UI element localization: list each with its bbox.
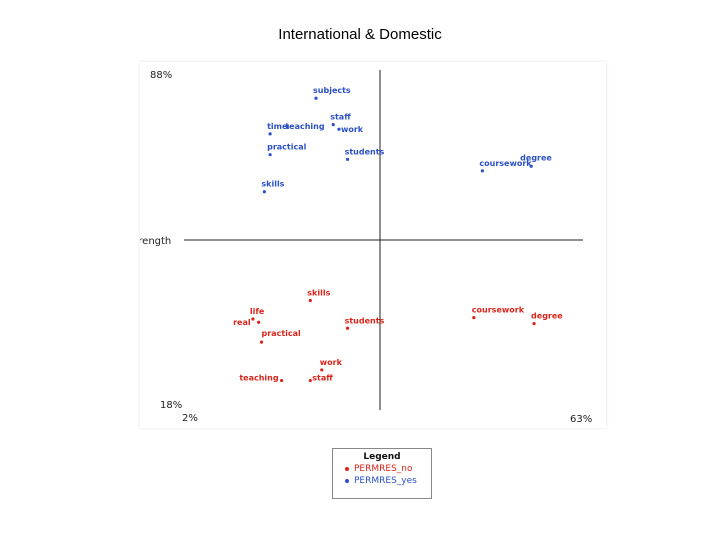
point-no-life (251, 317, 255, 321)
point-no-skills (308, 298, 312, 303)
legend-item-no: PERMRES_no (345, 464, 431, 474)
point-yes-coursework (480, 169, 485, 173)
x-tick-label-max: 63% (570, 414, 592, 425)
point-label-no-coursework: coursework (472, 306, 525, 315)
point-label-no-life: life (250, 307, 265, 316)
point-yes-subjects (314, 96, 318, 100)
point-no-work (320, 368, 324, 372)
legend-dot-yes (345, 478, 349, 483)
y-axis-label: Strength (140, 236, 171, 247)
scatter-chart: 88%18%2%63%StrengthRelative Frequencyski… (140, 70, 592, 425)
point-label-yes-teaching: teaching (285, 122, 325, 131)
x-tick-label-min: 2% (182, 413, 198, 424)
point-label-no-real: real (233, 318, 251, 327)
point-label-yes-skills: skills (261, 180, 284, 189)
slide-title: International & Domestic (278, 26, 442, 43)
point-label-yes-degree: degree (520, 153, 552, 162)
point-label-no-skills: skills (307, 288, 330, 297)
point-label-yes-work: work (341, 125, 364, 134)
legend-dot-no (345, 466, 349, 471)
y-tick-label-max: 88% (150, 70, 172, 81)
point-no-coursework (472, 316, 476, 320)
legend-box: Legend PERMRES_no PERMRES_yes (332, 448, 432, 499)
legend-label-yes: PERMRES_yes (354, 476, 417, 486)
point-no-degree (532, 322, 536, 326)
point-no-practical (259, 340, 264, 344)
point-yes-students (345, 157, 350, 161)
point-label-yes-subjects: subjects (313, 86, 351, 95)
point-label-yes-students: students (345, 147, 385, 156)
legend-item-yes: PERMRES_yes (345, 476, 431, 486)
point-label-no-degree: degree (531, 312, 563, 321)
point-yes-degree (529, 164, 533, 168)
y-tick-label-min: 18% (160, 400, 182, 411)
legend-title: Legend (363, 452, 401, 462)
point-label-yes-staff: staff (330, 113, 351, 122)
point-yes-practical (268, 153, 272, 157)
point-no-students (345, 326, 350, 330)
point-label-no-teaching: teaching (239, 374, 279, 383)
point-label-yes-practical: practical (267, 143, 307, 152)
point-label-yes-time: time (267, 122, 288, 131)
point-no-teaching (279, 378, 284, 383)
point-label-yes-coursework: coursework (479, 159, 532, 168)
legend-label-no: PERMRES_no (354, 464, 413, 474)
point-label-no-work: work (320, 358, 343, 367)
point-label-no-staff: staff (312, 374, 333, 383)
point-label-no-practical: practical (262, 329, 302, 338)
chart-panel: 88%18%2%63%StrengthRelative Frequencyski… (140, 62, 606, 428)
point-no-staff (308, 378, 312, 383)
point-label-no-students: students (345, 316, 385, 325)
point-yes-teaching (285, 125, 289, 129)
point-yes-skills (262, 190, 266, 194)
point-yes-work (337, 127, 341, 131)
point-yes-time (268, 132, 272, 136)
point-no-real (257, 320, 261, 324)
point-yes-staff (331, 123, 335, 127)
